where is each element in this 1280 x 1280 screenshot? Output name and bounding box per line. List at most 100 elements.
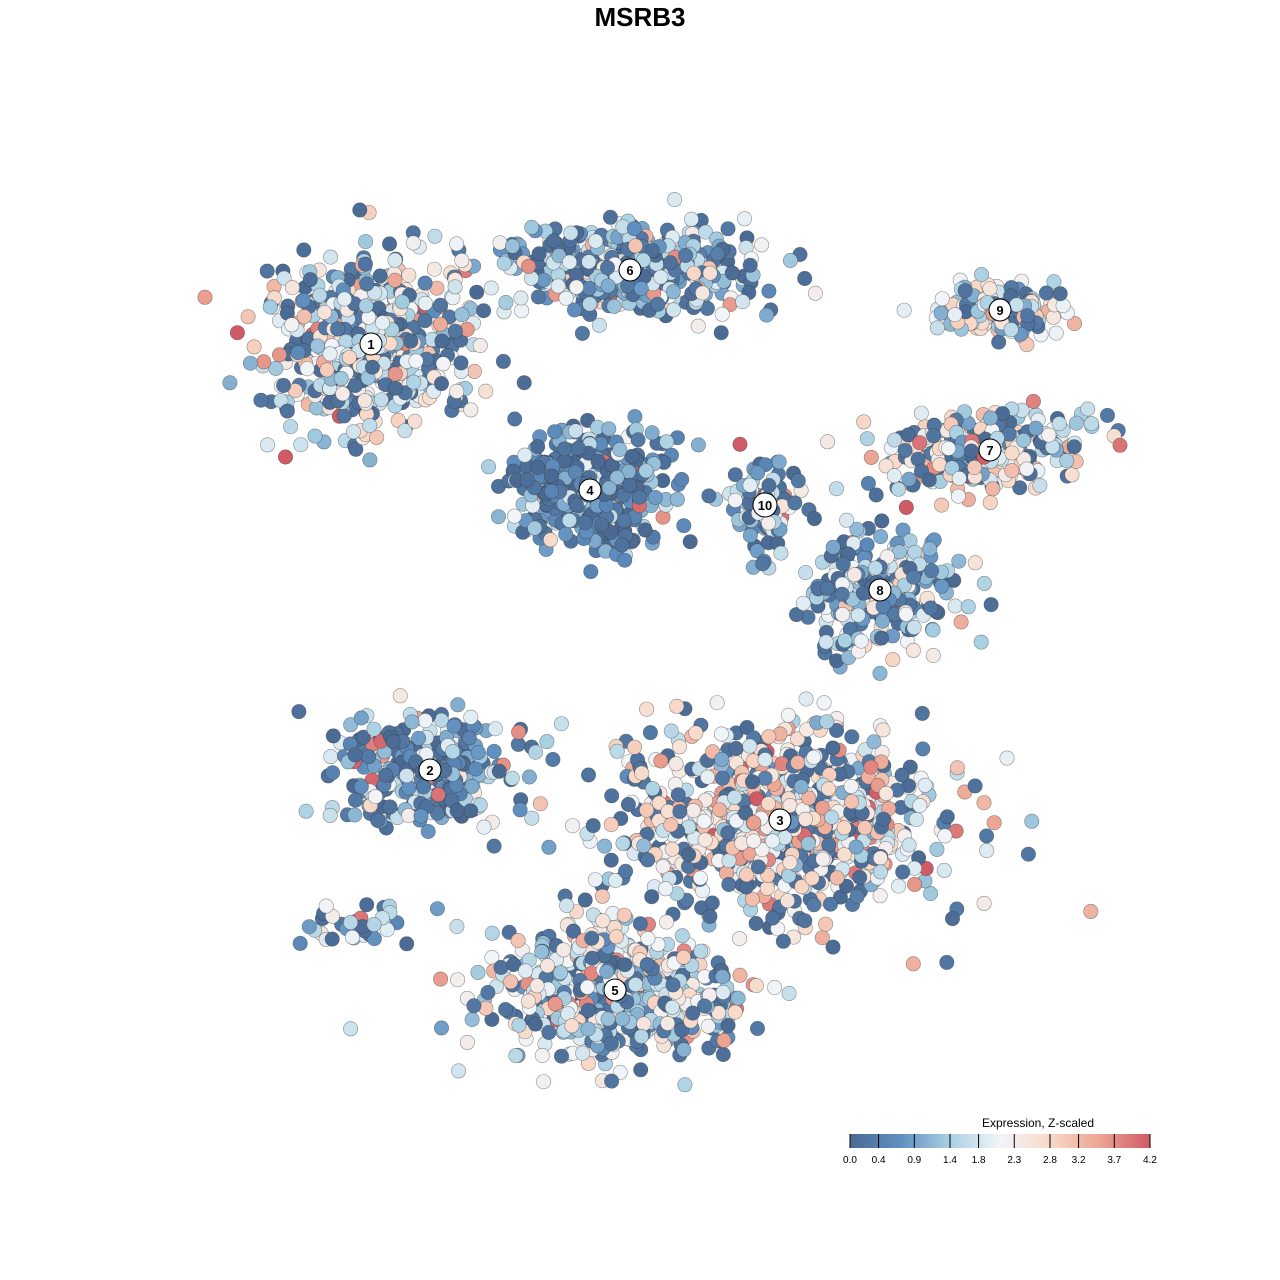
cell-point <box>405 235 421 251</box>
cell-point <box>587 872 603 888</box>
cell-point <box>694 285 710 301</box>
cell-point <box>787 495 803 511</box>
cell-point <box>387 252 403 268</box>
cell-point <box>983 597 999 613</box>
cell-point <box>577 892 593 908</box>
cell-point <box>524 219 540 235</box>
legend-tick-label: 3.7 <box>1107 1155 1121 1166</box>
cell-point <box>773 545 789 561</box>
cell-point <box>557 441 573 457</box>
cell-point <box>795 595 811 611</box>
cell-point <box>713 726 729 742</box>
cell-point <box>545 751 561 767</box>
cell-point <box>588 233 604 249</box>
cell-point <box>253 392 269 408</box>
cell-point <box>1020 308 1036 324</box>
cell-point <box>636 1016 652 1032</box>
cell-point <box>277 449 293 465</box>
legend-tick-label: 2.3 <box>1007 1155 1021 1166</box>
cell-point <box>912 435 928 451</box>
cell-point <box>929 841 945 857</box>
cell-point <box>863 449 879 465</box>
cell-point <box>606 298 622 314</box>
cell-point <box>579 979 595 995</box>
cell-point <box>222 375 238 391</box>
cell-point <box>347 792 363 808</box>
cell-point <box>496 255 512 271</box>
cell-point <box>387 272 403 288</box>
cell-point <box>982 281 998 297</box>
cell-point <box>417 313 433 329</box>
cell-point <box>466 363 482 379</box>
cell-point <box>403 333 419 349</box>
cell-point <box>362 417 378 433</box>
legend-tick-label: 0.9 <box>907 1155 921 1166</box>
cell-point <box>466 998 482 1014</box>
cell-point <box>639 957 655 973</box>
cell-point <box>542 532 558 548</box>
cell-point <box>370 812 386 828</box>
cell-point <box>875 811 891 827</box>
cell-point <box>608 929 624 945</box>
cell-point <box>676 1042 692 1058</box>
cell-point <box>553 716 569 732</box>
cell-point <box>913 405 929 421</box>
cell-point <box>599 260 615 276</box>
cell-point <box>890 481 906 497</box>
cell-point <box>782 253 798 269</box>
cell-point <box>309 338 325 354</box>
cell-point <box>820 781 836 797</box>
cell-point <box>775 933 791 949</box>
cell-point <box>781 985 797 1001</box>
cell-point <box>614 537 630 553</box>
cell-point <box>298 803 314 819</box>
cell-point <box>742 477 758 493</box>
cell-point <box>720 1017 736 1033</box>
cell-point <box>905 642 921 658</box>
cell-point <box>429 901 445 917</box>
cell-point <box>387 380 403 396</box>
cell-point <box>568 497 584 513</box>
cell-point <box>859 431 875 447</box>
cell-point <box>478 383 494 399</box>
cell-point <box>626 221 642 237</box>
cell-point <box>852 869 868 885</box>
cell-point <box>347 747 363 763</box>
legend-tick-label: 1.4 <box>943 1155 957 1166</box>
cell-point <box>937 828 953 844</box>
cell-point <box>615 835 631 851</box>
cell-point <box>276 377 292 393</box>
cell-point <box>284 280 300 296</box>
cell-point <box>885 652 901 668</box>
cell-point <box>594 888 610 904</box>
cell-point <box>447 279 463 295</box>
cell-point <box>283 419 299 435</box>
cell-point <box>693 943 709 959</box>
cell-point <box>336 291 352 307</box>
cell-point <box>604 1073 620 1089</box>
cell-point <box>644 889 660 905</box>
cell-point <box>293 437 309 453</box>
cell-point <box>925 647 941 663</box>
cell-point <box>603 852 619 868</box>
cell-point <box>362 452 378 468</box>
cell-point <box>663 817 679 833</box>
cell-point <box>510 932 526 948</box>
cell-point <box>944 911 960 927</box>
cell-point <box>697 832 713 848</box>
cell-point <box>926 428 942 444</box>
cell-point <box>951 553 967 569</box>
cell-point <box>520 993 536 1009</box>
cell-point <box>676 518 692 534</box>
cell-point <box>325 728 341 744</box>
cell-point <box>985 481 1001 497</box>
cell-point <box>727 789 743 805</box>
cell-point <box>850 607 866 623</box>
cell-point <box>714 751 730 767</box>
cell-point <box>1046 274 1062 290</box>
cell-point <box>1083 903 1099 919</box>
cell-point <box>658 881 674 897</box>
cell-point <box>574 325 590 341</box>
cell-point <box>343 914 359 930</box>
